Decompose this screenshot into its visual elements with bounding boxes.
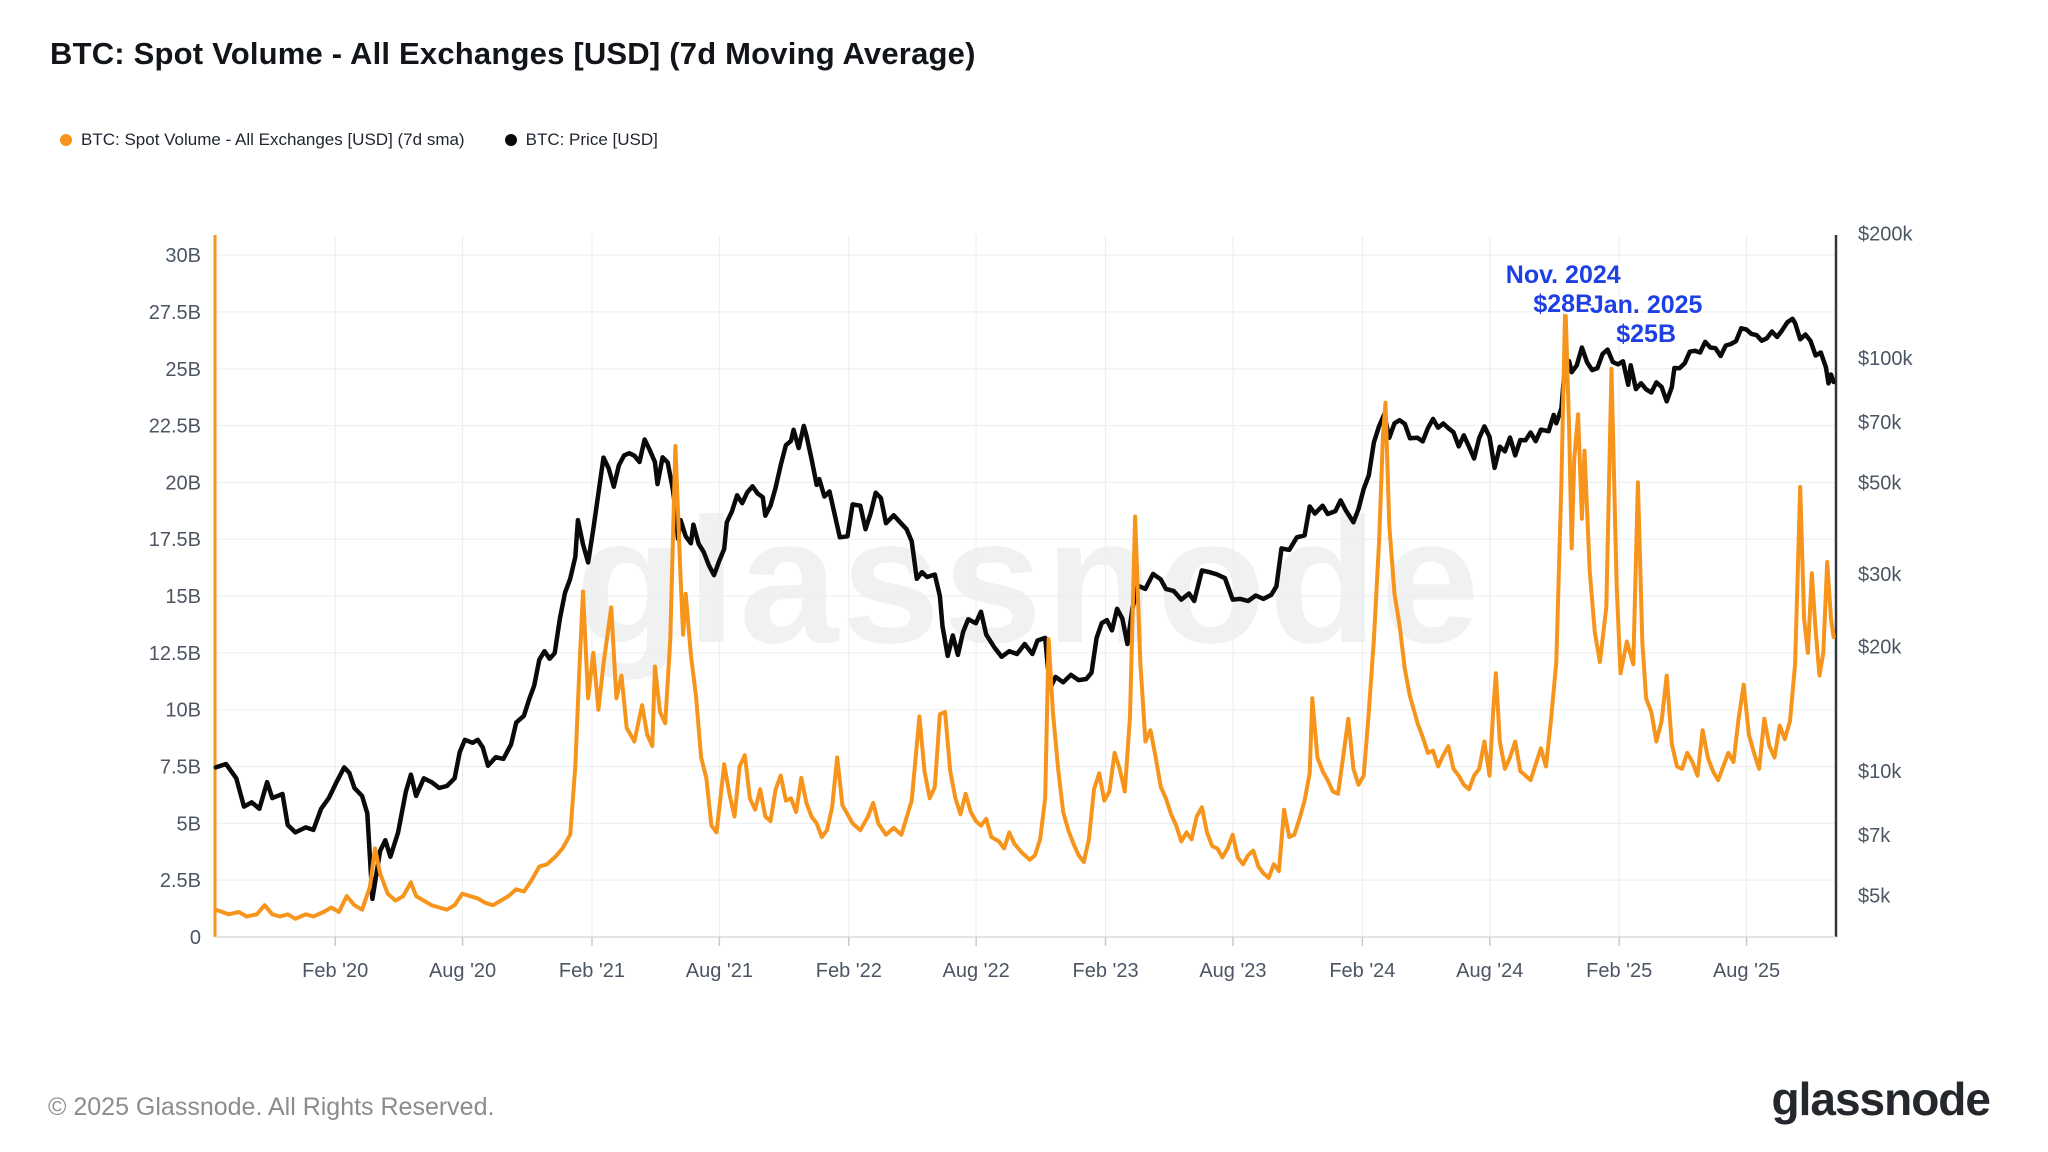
volume-series-line bbox=[213, 298, 1836, 921]
x-axis-tick-label: Feb '25 bbox=[1586, 960, 1652, 982]
annotation-text: $28B bbox=[1533, 290, 1593, 318]
x-axis-tick-label: Feb '24 bbox=[1329, 960, 1395, 982]
right-axis-tick-label: $20k bbox=[1858, 637, 1902, 659]
left-axis-tick-label: 10B bbox=[165, 700, 201, 722]
x-axis-tick-label: Aug '20 bbox=[429, 960, 496, 982]
left-axis-tick-label: 25B bbox=[165, 359, 201, 381]
annotation-text: $25B bbox=[1616, 320, 1676, 348]
annotation-text: Jan. 2025 bbox=[1590, 291, 1703, 319]
left-axis-tick-label: 12.5B bbox=[149, 643, 201, 665]
price-series-line bbox=[213, 316, 1836, 902]
legend: BTC: Spot Volume - All Exchanges [USD] (… bbox=[60, 130, 658, 150]
right-axis-tick-label: $200k bbox=[1858, 224, 1913, 246]
x-axis-labels: Feb '20 Aug '20 Feb '21 Aug '21 Feb '22 Aug '… bbox=[302, 937, 1780, 982]
left-axis-tick-label: 30B bbox=[165, 245, 201, 267]
left-axis-tick-label: 27.5B bbox=[149, 302, 201, 324]
right-axis-tick-label: $10k bbox=[1858, 761, 1902, 783]
left-axis-tick-label: 22.5B bbox=[149, 416, 201, 438]
chart-annotation-0: Nov. 2024$28B bbox=[1503, 259, 1623, 321]
legend-dot-icon bbox=[60, 134, 72, 146]
right-axis-tick-label: $70k bbox=[1858, 412, 1902, 434]
page-title: BTC: Spot Volume - All Exchanges [USD] (… bbox=[50, 36, 976, 71]
right-axis-tick-label: $7k bbox=[1858, 825, 1891, 847]
legend-item-1[interactable]: BTC: Price [USD] bbox=[504, 130, 658, 150]
x-axis-tick-label: Feb '23 bbox=[1073, 960, 1139, 982]
left-axis-tick-label: 5B bbox=[177, 813, 201, 835]
x-axis-tick-label: Feb '20 bbox=[302, 960, 368, 982]
x-axis-tick-label: Feb '22 bbox=[816, 960, 882, 982]
chart-annotation-1: Jan. 2025$25B bbox=[1587, 289, 1705, 351]
x-axis-tick-label: Feb '21 bbox=[559, 960, 625, 982]
left-axis-tick-label: 7.5B bbox=[160, 757, 201, 779]
right-axis-tick-label: $50k bbox=[1858, 472, 1902, 494]
left-axis-tick-label: 17.5B bbox=[149, 529, 201, 551]
left-axis-tick-label: 20B bbox=[165, 472, 201, 494]
right-axis-tick-label: $30k bbox=[1858, 564, 1902, 586]
left-axis-tick-label: 15B bbox=[165, 586, 201, 608]
right-axis-tick-label: $5k bbox=[1858, 885, 1891, 907]
legend-dot-icon bbox=[504, 134, 517, 146]
right-axis-tick-label: $100k bbox=[1858, 348, 1913, 370]
legend-label: BTC: Price [USD] bbox=[525, 130, 658, 149]
left-axis-tick-label: 0 bbox=[190, 927, 201, 949]
footer-copyright: © 2025 Glassnode. All Rights Reserved. bbox=[48, 1093, 495, 1121]
left-axis-tick-label: 2.5B bbox=[160, 870, 201, 892]
x-axis-tick-label: Aug '22 bbox=[943, 960, 1010, 982]
annotation-text: Nov. 2024 bbox=[1506, 261, 1621, 289]
right-axis-labels: $5k $7k $10k $20k $30k $50k $70k $100k $200k bbox=[1858, 224, 1913, 908]
brand-logo: glassnode bbox=[1771, 1073, 1991, 1125]
legend-label: BTC: Spot Volume - All Exchanges [USD] (… bbox=[81, 130, 465, 149]
legend-item-0[interactable]: BTC: Spot Volume - All Exchanges [USD] (… bbox=[60, 130, 465, 150]
x-axis-tick-label: Aug '25 bbox=[1713, 960, 1780, 982]
left-axis-labels: 0 2.5B 5B 7.5B 10B 12.5B 15B 17.5B 20B 22.5B 25B 27… bbox=[149, 245, 201, 949]
x-axis-tick-label: Aug '24 bbox=[1456, 960, 1523, 982]
x-axis-tick-label: Aug '23 bbox=[1199, 960, 1266, 982]
x-axis-tick-label: Aug '21 bbox=[686, 960, 753, 982]
